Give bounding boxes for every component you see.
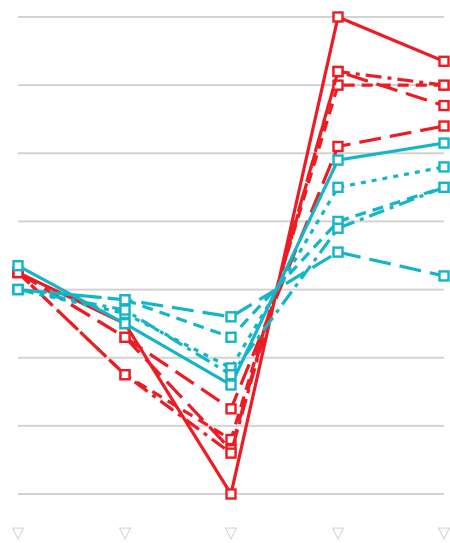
data-point-marker (225, 488, 237, 500)
data-point-marker (225, 447, 237, 459)
data-point-marker (438, 120, 450, 132)
data-point-marker (332, 79, 344, 91)
series-group (12, 11, 450, 500)
data-point-marker (438, 99, 450, 112)
data-point-marker (225, 369, 237, 381)
data-point-marker (332, 11, 344, 23)
data-point-marker (119, 331, 131, 343)
data-point-marker (332, 65, 344, 78)
data-point-marker (332, 246, 344, 258)
data-point-marker (332, 140, 344, 153)
series-line (17, 185, 445, 377)
x-axis-marker-icon: ▽ (119, 523, 132, 542)
data-point-marker (225, 403, 237, 415)
data-point-marker (438, 181, 450, 194)
data-point-marker (438, 55, 450, 67)
series-10 (12, 181, 450, 381)
data-point-marker (119, 304, 131, 316)
data-point-marker (119, 369, 131, 381)
x-axis-marker-icon: ▽ (332, 523, 345, 542)
x-axis-marker-icon: ▽ (12, 523, 25, 542)
data-point-marker (438, 161, 450, 173)
x-axis-marker-icon: ▽ (225, 523, 238, 542)
data-point-marker (225, 331, 237, 343)
data-point-marker (438, 79, 450, 91)
x-axis-marker-icon: ▽ (438, 523, 450, 542)
series-line (17, 165, 445, 370)
data-point-marker (332, 222, 344, 234)
data-point-marker (119, 317, 131, 330)
x-axis-markers: ▽ ▽ ▽ ▽ ▽ (12, 523, 450, 542)
series-6 (12, 137, 450, 391)
series-line (17, 250, 445, 319)
data-point-marker (119, 294, 131, 306)
data-point-marker (332, 154, 344, 166)
data-point-marker (438, 137, 450, 149)
series-line (17, 141, 445, 387)
data-point-marker (12, 260, 24, 272)
data-point-marker (12, 283, 24, 296)
data-point-marker (332, 181, 344, 194)
series-3 (12, 65, 450, 456)
data-point-marker (438, 270, 450, 282)
data-point-marker (225, 379, 237, 391)
data-point-marker (225, 311, 237, 323)
gridlines (18, 16, 444, 495)
series-line (17, 15, 445, 496)
